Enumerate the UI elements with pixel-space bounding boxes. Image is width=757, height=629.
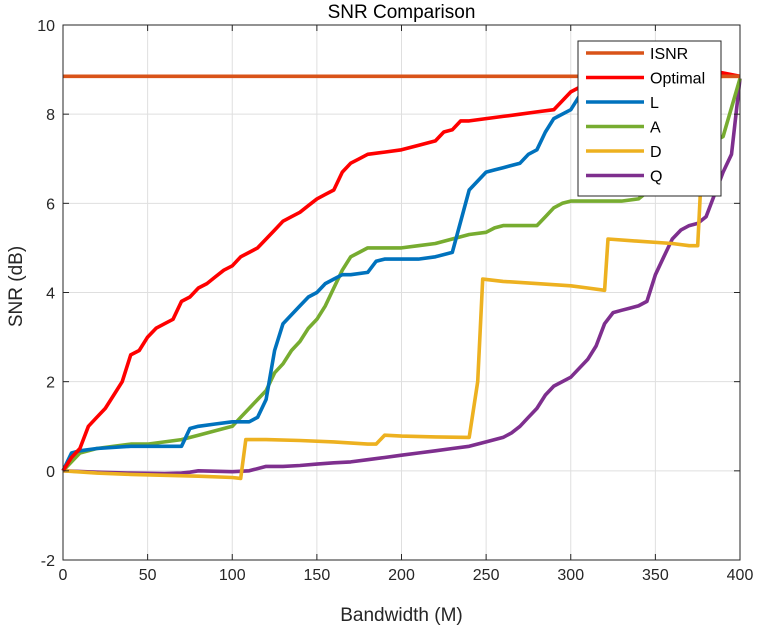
y-tick-label: 6: [46, 196, 55, 213]
x-tick-label: 150: [304, 567, 331, 584]
legend-label-optimal: Optimal: [650, 71, 705, 88]
series-line-l: [61, 72, 741, 472]
x-axis-title: Bandwidth (M): [340, 605, 463, 626]
x-tick-label: 250: [473, 567, 500, 584]
x-tick-label: 0: [59, 567, 68, 584]
legend-label-isnr: ISNR: [650, 46, 688, 63]
x-tick-label: 100: [219, 567, 246, 584]
y-tick-label: 0: [46, 464, 55, 481]
x-tick-label: 300: [557, 567, 584, 584]
y-tick-label: 4: [46, 286, 55, 303]
chart-title: SNR Comparison: [328, 2, 476, 23]
series-line-optimal: [61, 67, 741, 472]
legend-label-d: D: [650, 144, 662, 161]
x-tick-label: 50: [139, 567, 157, 584]
x-tick-label: 200: [388, 567, 415, 584]
y-tick-label: 2: [46, 375, 55, 392]
series-line-d: [62, 74, 740, 481]
y-tick-label: -2: [41, 553, 55, 570]
y-tick-label: 8: [46, 107, 55, 124]
series-line-a: [61, 77, 742, 473]
legend-label-q: Q: [650, 169, 662, 186]
y-axis-title: SNR (dB): [6, 246, 27, 327]
x-tick-label: 350: [642, 567, 669, 584]
x-tick-label: 400: [727, 567, 754, 584]
legend-box: [577, 40, 722, 197]
legend-label-l: L: [650, 95, 659, 112]
y-tick-label: 10: [37, 18, 55, 35]
legend-label-a: A: [650, 120, 661, 137]
